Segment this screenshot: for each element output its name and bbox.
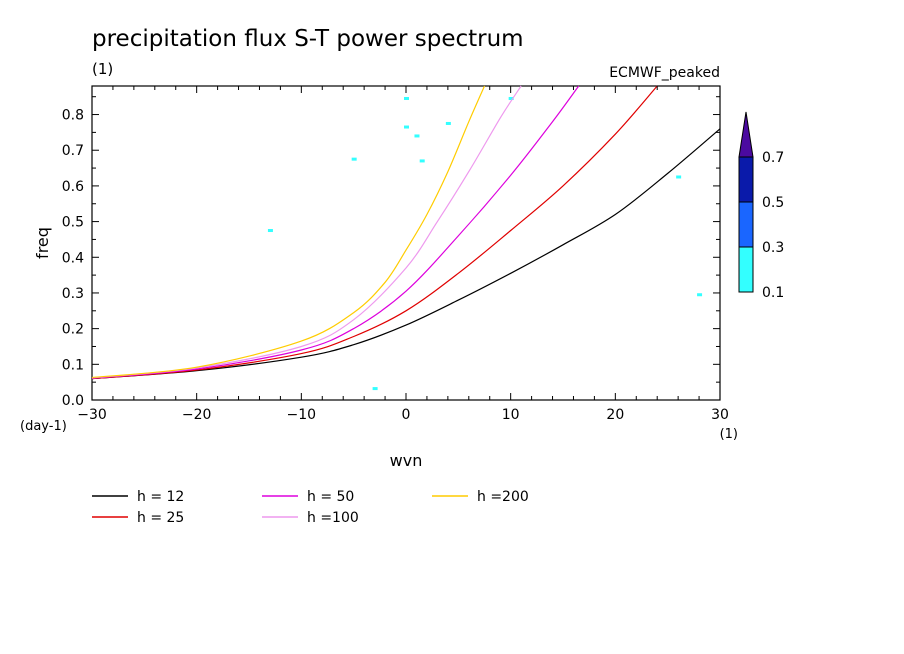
model-label: ECMWF_peaked bbox=[609, 65, 720, 81]
x-axis-label: wvn bbox=[390, 451, 423, 470]
y-axis-label: freq bbox=[33, 227, 52, 259]
y-axis-ticks: 0.0 0.1 0.2 0.3 0.4 0.5 0.6 0.7 0.8 bbox=[62, 96, 720, 409]
series-line-5 bbox=[91, 85, 486, 379]
contour-patch bbox=[445, 121, 451, 125]
x-axis-units: (1) bbox=[720, 427, 738, 442]
legend-label: h = 12 bbox=[137, 489, 184, 505]
contour-patches bbox=[267, 96, 703, 391]
x-tick-label: 10 bbox=[502, 407, 520, 423]
legend-label: h =200 bbox=[477, 489, 529, 505]
contour-patch bbox=[351, 157, 357, 161]
colorbar-label: 0.5 bbox=[762, 195, 784, 211]
legend-label: h = 50 bbox=[307, 489, 354, 505]
contour-patch bbox=[404, 96, 409, 100]
y-axis-units: (day-1) bbox=[20, 419, 67, 434]
contour-patch bbox=[404, 125, 409, 129]
contour-patch bbox=[414, 134, 420, 138]
x-tick-label: 0 bbox=[402, 407, 411, 423]
colorbar-extension-triangle bbox=[738, 111, 754, 158]
chart-title: precipitation flux S-T power spectrum bbox=[92, 26, 524, 52]
y-tick-label: 0.6 bbox=[62, 179, 84, 195]
x-axis-ticks: −30 −20 −10 0 10 20 30 bbox=[77, 86, 729, 423]
contour-patch bbox=[676, 175, 682, 179]
legend-label: h = 25 bbox=[137, 510, 184, 526]
x-tick-label: −20 bbox=[182, 407, 212, 423]
x-tick-label: 20 bbox=[606, 407, 624, 423]
x-tick-label: 30 bbox=[711, 407, 729, 423]
legend-label: h =100 bbox=[307, 510, 359, 526]
title-units: (1) bbox=[92, 60, 113, 78]
contour-patch bbox=[697, 293, 703, 297]
legend: h = 12 h = 25 h = 50 h =100 h =200 bbox=[92, 489, 529, 526]
colorbar: 0.1 0.3 0.5 0.7 bbox=[738, 111, 784, 301]
contour-patch bbox=[419, 159, 425, 163]
series-lines bbox=[91, 85, 721, 380]
y-tick-label: 0.7 bbox=[62, 143, 84, 159]
series-line-3 bbox=[91, 85, 580, 379]
series-line-2 bbox=[91, 85, 658, 380]
series-line-4 bbox=[91, 85, 522, 379]
series-line-1 bbox=[91, 128, 721, 380]
y-tick-label: 0.1 bbox=[62, 357, 84, 373]
y-tick-label: 0.5 bbox=[62, 215, 84, 231]
plot-frame bbox=[91, 85, 721, 401]
contour-patch bbox=[267, 229, 273, 233]
plot-area: −30 −20 −10 0 10 20 30 0.00.10.20.30.40.50.60.… bbox=[62, 85, 729, 423]
y-tick-label: 0.3 bbox=[62, 286, 84, 302]
y-tick-label: 0.0 bbox=[62, 393, 84, 409]
contour-patch bbox=[372, 387, 378, 391]
x-tick-label: −10 bbox=[287, 407, 317, 423]
y-tick-label: 0.8 bbox=[62, 108, 84, 124]
colorbar-label: 0.7 bbox=[762, 150, 784, 166]
colorbar-segment bbox=[738, 201, 754, 248]
y-tick-label: 0.4 bbox=[62, 250, 84, 266]
contour-patch bbox=[508, 96, 514, 100]
x-tick-label: −30 bbox=[77, 407, 107, 423]
colorbar-label: 0.1 bbox=[762, 285, 784, 301]
colorbar-label: 0.3 bbox=[762, 240, 784, 256]
y-tick-label: 0.2 bbox=[62, 322, 84, 338]
colorbar-segment bbox=[738, 246, 754, 293]
colorbar-segment bbox=[738, 156, 754, 203]
